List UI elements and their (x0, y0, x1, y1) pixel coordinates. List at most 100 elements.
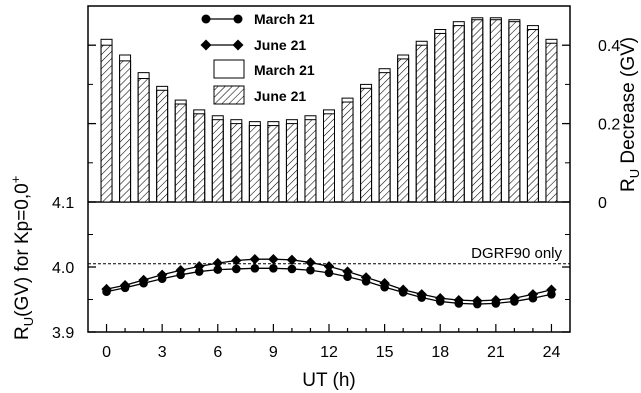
bar-june-21 (174, 103, 187, 203)
marker-june-21 (472, 295, 483, 306)
bar-june-21 (341, 101, 354, 203)
marker-june-21 (435, 293, 446, 304)
bar-june-21 (137, 78, 150, 203)
bar-june-21 (489, 19, 502, 203)
bar-june-21 (360, 87, 373, 203)
legend-label-march-line: March 21 (254, 11, 315, 27)
marker-march-21 (287, 264, 297, 274)
right-axis-labels: 0 0.2 0.4 (598, 38, 620, 212)
x-tick-label: 9 (269, 344, 278, 361)
right-axis-title-suffix: Decrease (GV) (618, 37, 639, 169)
marker-june-21 (249, 254, 261, 265)
marker-june-21 (342, 266, 353, 277)
x-tick-label: 3 (158, 344, 167, 361)
legend-label-march-box: March 21 (254, 62, 315, 78)
bar-june-21 (304, 119, 317, 203)
marker-june-21 (119, 280, 131, 291)
right-axis-title-main: R (618, 178, 639, 192)
bottom-axis-ticks (88, 234, 570, 333)
right-axis-ticks (88, 44, 570, 203)
left-axis-title-sup: + (8, 176, 23, 184)
legend-label-june-line: June 21 (254, 37, 306, 53)
marker-june-21 (156, 269, 168, 280)
x-tick-label: 15 (376, 344, 394, 361)
marker-march-21 (269, 264, 278, 273)
legend-entry-march-line: March 21 (201, 11, 315, 27)
marker-june-21 (323, 261, 335, 272)
bar-june-21 (230, 123, 243, 203)
marker-june-21 (175, 265, 186, 276)
x-tick-label: 18 (431, 344, 449, 361)
left-axis-title-main: R (12, 326, 33, 340)
marker-june-21 (231, 255, 242, 266)
marker-june-21 (453, 294, 464, 306)
marker-june-21 (305, 257, 316, 268)
left-axis-title: RU(GV) for Kp=0,0+ (8, 176, 36, 340)
x-tick-label: 24 (543, 344, 561, 361)
marker-june-21 (212, 257, 223, 269)
bar-june-21 (471, 19, 484, 203)
reference-line-label: DGRF90 only (471, 245, 562, 262)
legend-entry-march-box: March 21 (213, 59, 315, 79)
bar-june-21 (156, 89, 169, 203)
marker-june-21 (527, 289, 539, 300)
marker-june-21 (509, 293, 520, 304)
line-markers (101, 254, 557, 309)
x-tick-label: 0 (102, 344, 111, 361)
bar-june-21 (508, 21, 521, 203)
marker-march-21 (324, 268, 334, 278)
marker-june-21 (360, 272, 372, 283)
x-axis-title: UT (h) (302, 370, 355, 391)
right-axis-title: RU Decrease (GV) (618, 37, 641, 192)
marker-march-21 (232, 264, 241, 274)
marker-june-21 (416, 289, 427, 300)
x-tick-label: 21 (487, 344, 505, 361)
marker-june-21 (490, 294, 502, 306)
x-tick-label: 6 (213, 344, 222, 361)
marker-june-21 (268, 254, 279, 265)
bar-june-21 (248, 125, 261, 203)
marker-june-21 (101, 283, 112, 295)
left-axis-title-mid: (GV) for Kp=0,0 (12, 183, 33, 317)
marker-june-21 (379, 278, 390, 289)
left-tick-label: 3.9 (52, 325, 74, 342)
bar-june-21 (285, 123, 298, 203)
bar-june-21 (415, 44, 428, 203)
bar-june-21 (193, 113, 206, 203)
bar-june-21 (526, 29, 539, 203)
bar-june-21 (100, 44, 113, 203)
left-tick-label: 4.0 (52, 260, 74, 277)
bars-june-21 (100, 19, 558, 203)
bar-june-21 (267, 125, 280, 203)
bar-june-21 (452, 25, 465, 203)
marker-march-21 (213, 265, 223, 274)
bar-june-21 (211, 119, 224, 203)
marker-june-21 (286, 254, 298, 266)
bar-june-21 (545, 42, 558, 203)
left-corner-tick-label: 4.1 (52, 195, 74, 212)
x-axis-labels: 0 3 6 9 12 15 18 21 24 (102, 344, 560, 361)
marker-june-21 (397, 284, 409, 295)
left-axis-labels: 3.9 4.0 (52, 260, 74, 342)
x-tick-label: 12 (320, 344, 338, 361)
bar-june-21 (323, 113, 335, 203)
bar-june-21 (119, 60, 132, 203)
legend-entry-june-line: June 21 (200, 37, 306, 53)
bar-june-21 (397, 58, 410, 203)
left-axis-title-sub: U (21, 317, 36, 326)
marker-march-21 (250, 264, 260, 273)
legend-label-june-box: June 21 (254, 88, 306, 104)
marker-june-21 (138, 274, 149, 286)
bar-june-21 (434, 32, 447, 203)
marker-march-21 (306, 265, 315, 275)
right-axis-title-sub: U (627, 169, 641, 178)
right-tick-label: 0 (598, 195, 607, 212)
marker-june-21 (546, 284, 557, 295)
bar-june-21 (378, 72, 391, 203)
marker-june-21 (194, 261, 205, 272)
right-tick-label: 0.4 (598, 38, 620, 55)
legend-entry-june-box: June 21 (213, 85, 306, 105)
legend: March 21 June 21 March 21 June 21 (200, 11, 315, 105)
right-tick-label: 0.2 (598, 117, 620, 134)
